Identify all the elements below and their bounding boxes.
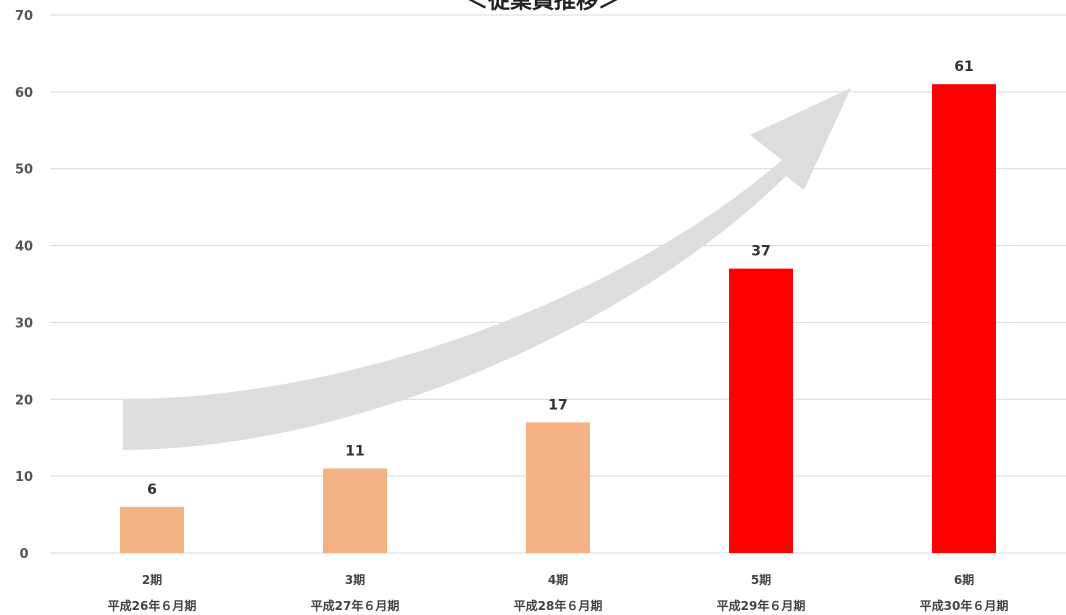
x-category-label: 3期 bbox=[345, 572, 365, 587]
y-tick-label: 20 bbox=[15, 393, 33, 408]
bars bbox=[120, 84, 996, 554]
bar bbox=[323, 468, 387, 553]
bar bbox=[932, 84, 996, 554]
bar bbox=[729, 268, 793, 553]
y-tick-label: 60 bbox=[15, 86, 33, 101]
chart-title: ＜従業員推移＞ bbox=[466, 0, 620, 14]
value-label: 6 bbox=[147, 482, 157, 498]
value-label: 37 bbox=[751, 244, 770, 260]
x-category-sublabel: 平成28年６月期 bbox=[514, 598, 603, 613]
x-category-sublabel: 平成30年６月期 bbox=[920, 598, 1009, 613]
y-tick-label: 50 bbox=[15, 163, 33, 178]
x-category-label: 4期 bbox=[548, 572, 568, 587]
x-category-label: 5期 bbox=[751, 572, 771, 587]
value-label: 11 bbox=[345, 443, 364, 459]
value-labels: 6 11 17 37 61 bbox=[147, 59, 974, 498]
value-label: 17 bbox=[548, 397, 567, 413]
y-tick-label: 70 bbox=[15, 9, 33, 24]
x-category-sublabel: 平成26年６月期 bbox=[108, 598, 197, 613]
bar bbox=[526, 422, 590, 553]
x-category-sublabel: 平成27年６月期 bbox=[311, 598, 400, 613]
y-tick-label: 30 bbox=[15, 316, 33, 331]
growth-arrow-shape bbox=[123, 88, 851, 450]
x-category-label: 2期 bbox=[142, 572, 162, 587]
y-axis-ticks: 0 10 20 30 40 50 60 70 bbox=[15, 9, 33, 562]
y-tick-label: 10 bbox=[15, 470, 33, 485]
y-tick-label: 40 bbox=[15, 240, 33, 255]
growth-arrow bbox=[123, 88, 851, 450]
y-tick-label: 0 bbox=[19, 547, 28, 562]
value-label: 61 bbox=[954, 59, 973, 75]
x-category-label: 6期 bbox=[954, 572, 974, 587]
x-category-sublabel: 平成29年６月期 bbox=[717, 598, 806, 613]
bar bbox=[120, 506, 184, 553]
